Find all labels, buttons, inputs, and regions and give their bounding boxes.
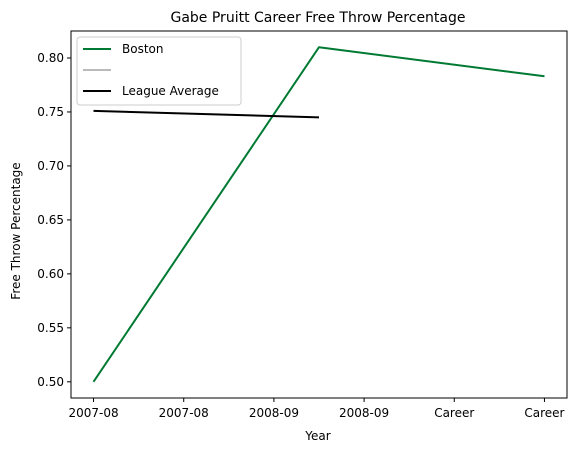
x-tick-label: 2008-09	[249, 406, 299, 420]
chart-title: Gabe Pruitt Career Free Throw Percentage	[170, 10, 465, 26]
y-tick-label: 0.80	[37, 51, 64, 65]
plot-frame	[70, 30, 568, 399]
y-tick-label: 0.60	[37, 267, 64, 281]
x-tick-label: 2008-09	[339, 406, 389, 420]
x-tick-label: 2007-08	[159, 406, 209, 420]
y-tick-label: 0.65	[37, 213, 64, 227]
y-tick-label: 0.75	[37, 105, 64, 119]
y-tick-label: 0.55	[37, 321, 64, 335]
series-line-0	[92, 46, 545, 383]
y-axis-label: Free Throw Percentage	[9, 162, 23, 299]
legend-label: Boston	[122, 42, 163, 56]
y-axis: 0.50 0.55 0.60 0.65 0.70 0.75 0.80	[37, 51, 71, 389]
plot-area	[92, 46, 545, 383]
series-line-2	[93, 109, 320, 119]
x-tick-label: Career	[434, 406, 474, 420]
legend-label: League Average	[122, 84, 219, 98]
x-axis-label: Year	[304, 429, 330, 443]
x-tick-label: 2007-08	[68, 406, 118, 420]
y-tick-label: 0.70	[37, 159, 64, 173]
y-tick-label: 0.50	[37, 375, 64, 389]
x-tick-label: Career	[524, 406, 564, 420]
x-axis: 2007-08 2007-08 2008-09 2008-09 Career Career	[68, 398, 565, 420]
legend-box	[76, 36, 242, 106]
legend: Boston League Average	[76, 36, 242, 106]
